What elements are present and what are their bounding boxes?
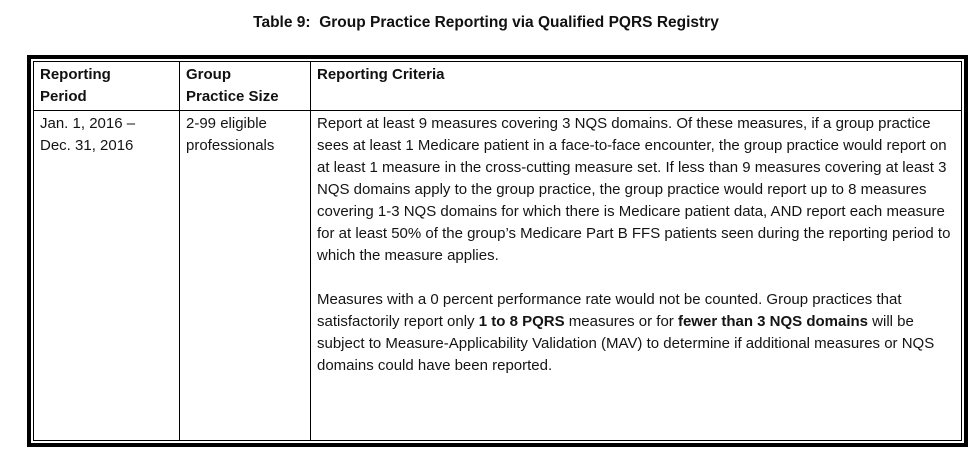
criteria-text-segment: Report at least 9 measures covering 3 NQ… (317, 115, 951, 264)
header-group-practice-size: Group Practice Size (179, 61, 311, 111)
header-reporting-criteria: Reporting Criteria (310, 61, 962, 111)
period-line: Jan. 1, 2016 – (40, 115, 136, 132)
header-reporting-period: Reporting Period (33, 61, 180, 111)
criteria-text-segment: Measures with a 0 percent performance ra… (317, 291, 902, 330)
criteria-paragraph-1: Report at least 9 measures covering 3 NQ… (317, 113, 953, 267)
cell-reporting-period: Jan. 1, 2016 – Dec. 31, 2016 (33, 110, 180, 441)
period-line: Dec. 31, 2016 (40, 137, 134, 154)
table-grid: Reporting Period Group Practice Size Rep… (33, 61, 962, 441)
criteria-text-segment: measures or for (564, 313, 678, 330)
header-line: Reporting (40, 66, 111, 83)
criteria-bold-segment: 1 to 8 PQRS (478, 313, 565, 330)
header-line: Group (186, 66, 231, 83)
pqrs-reporting-table: Reporting Period Group Practice Size Rep… (27, 55, 968, 447)
criteria-bold-segment: fewer than 3 NQS domains (677, 313, 869, 330)
cell-reporting-criteria: Report at least 9 measures covering 3 NQ… (310, 110, 962, 441)
header-line: Practice Size (186, 88, 279, 105)
cell-group-practice-size: 2-99 eligible professionals (179, 110, 311, 441)
table-data-row: Jan. 1, 2016 – Dec. 31, 2016 2-99 eligib… (33, 110, 962, 441)
header-line: Reporting Criteria (317, 66, 445, 83)
size-line: 2-99 eligible (186, 115, 267, 132)
table-header-row: Reporting Period Group Practice Size Rep… (33, 61, 962, 111)
header-line: Period (40, 88, 87, 105)
table-title: Table 9: Group Practice Reporting via Qu… (253, 14, 719, 31)
criteria-paragraph-2: Measures with a 0 percent performance ra… (317, 289, 953, 377)
criteria-text-segment: will be subject to Measure-Applicability… (317, 313, 935, 374)
size-line: professionals (186, 137, 275, 154)
